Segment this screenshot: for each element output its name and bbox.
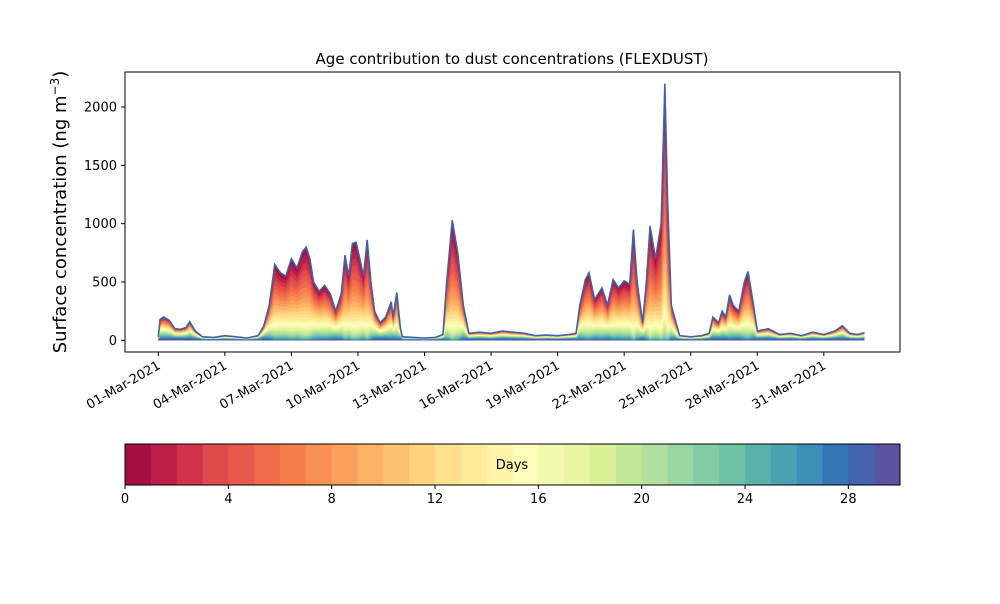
colorbar-segment [641, 444, 668, 485]
colorbar-frame [124, 443, 901, 486]
y-tick-label: 500 [92, 276, 117, 291]
colorbar-segment [409, 444, 436, 485]
colorbar-segment [254, 444, 281, 485]
colorbar-tick-label: 4 [224, 492, 232, 507]
colorbar-tick-label: 0 [121, 492, 129, 507]
colorbar-tick-label: 28 [840, 492, 857, 507]
colorbar-segment [745, 444, 772, 485]
colorbar-segment [538, 444, 565, 485]
age-band-area-0 [158, 83, 865, 341]
y-axis-label-exponent: −3 [48, 78, 62, 96]
colorbar-segment [590, 444, 617, 485]
colorbar-segment [460, 444, 488, 485]
y-tick-label: 0 [109, 334, 117, 349]
age-band-area-2 [158, 131, 865, 341]
colorbar-tick-label: 8 [328, 492, 336, 507]
y-axis: 0 500 1000 1500 2000 [84, 101, 125, 349]
colorbar-label: Days [496, 458, 529, 473]
plot-area [157, 83, 865, 341]
colorbar-segment [305, 444, 333, 485]
colorbar-segment [512, 444, 539, 485]
x-tick-label: 22-Mar-2021 [550, 358, 629, 412]
colorbar-segment [667, 444, 694, 485]
colorbar-segment [357, 444, 384, 485]
colorbar-segment [383, 444, 410, 485]
colorbar: 0 4 8 12 16 20 24 28 [121, 443, 901, 507]
y-tick-label: 2000 [84, 101, 117, 116]
colorbar-segment [848, 444, 875, 485]
age-band-area-29 [158, 339, 865, 341]
chart-title: Age contribution to dust concentrations … [316, 50, 709, 68]
colorbar-segment [615, 444, 643, 485]
plot-frame [124, 71, 901, 353]
y-tick-label: 1000 [84, 217, 117, 232]
colorbar-segment [564, 444, 591, 485]
age-band-area-1 [158, 108, 865, 341]
age-band-area-4 [158, 173, 865, 341]
colorbar-segment [435, 444, 462, 485]
colorbar-segment [125, 444, 152, 485]
age-band-area-5 [158, 191, 865, 341]
x-tick-label: 04-Mar-2021 [151, 358, 230, 412]
age-band-area-10 [158, 264, 865, 341]
colorbar-segment [874, 444, 901, 485]
colorbar-segment [770, 444, 798, 485]
colorbar-tick-label: 20 [633, 492, 650, 507]
colorbar-segment [176, 444, 203, 485]
colorbar-segment [280, 444, 307, 485]
colorbar-segment [796, 444, 823, 485]
x-tick-label: 16-Mar-2021 [417, 358, 496, 412]
x-tick-label: 01-Mar-2021 [84, 358, 163, 412]
x-tick-label: 13-Mar-2021 [350, 358, 429, 412]
colorbar-segment [719, 444, 746, 485]
colorbar-segment [331, 444, 358, 485]
colorbar-segment [486, 444, 513, 485]
x-tick-label: 07-Mar-2021 [217, 358, 296, 412]
colorbar-tick-label: 12 [427, 492, 444, 507]
colorbar-segment [150, 444, 178, 485]
x-tick-label: 10-Mar-2021 [284, 358, 363, 412]
x-tick-label: 19-Mar-2021 [483, 358, 562, 412]
x-tick-label: 28-Mar-2021 [683, 358, 762, 412]
x-axis: 01-Mar-202104-Mar-202107-Mar-202110-Mar-… [84, 352, 829, 413]
colorbar-tick-label: 24 [737, 492, 754, 507]
y-tick-label: 1500 [84, 159, 117, 174]
colorbar-tick-label: 16 [530, 492, 547, 507]
x-tick-label: 25-Mar-2021 [617, 358, 696, 412]
age-band-area-3 [158, 153, 865, 341]
y-axis-label: Surface concentration (ng m−3) [48, 71, 71, 354]
colorbar-segment [822, 444, 849, 485]
total-concentration-line [157, 83, 865, 339]
colorbar-segment [693, 444, 720, 485]
colorbar-segment [228, 444, 255, 485]
colorbar-segment [202, 444, 229, 485]
age-band-area-6 [158, 208, 865, 341]
x-tick-label: 31-Mar-2021 [750, 358, 829, 412]
